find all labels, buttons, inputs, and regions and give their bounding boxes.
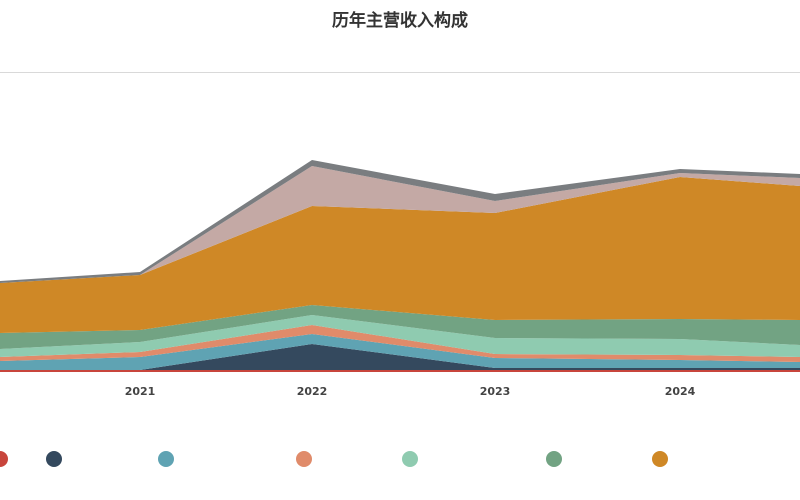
- legend-marker-icon: [0, 451, 8, 467]
- legend-marker-icon: [652, 451, 668, 467]
- title-divider: [0, 72, 800, 73]
- legend-item: [652, 449, 678, 469]
- legend: [0, 449, 800, 469]
- legend-marker-icon: [296, 451, 312, 467]
- area-series-1: [0, 344, 800, 370]
- area-series-5: [0, 305, 800, 349]
- legend-item: [546, 449, 572, 469]
- x-tick-label: 2021: [125, 385, 156, 398]
- chart-title: 历年主营收入构成: [332, 11, 468, 31]
- area-series-6: [0, 177, 800, 333]
- legend-marker-icon: [546, 451, 562, 467]
- area-series-3: [0, 325, 800, 362]
- legend-item: [0, 449, 18, 469]
- area-layers: [0, 160, 800, 372]
- area-series-2: [0, 334, 800, 370]
- x-tick-label: 2024: [665, 385, 696, 398]
- x-axis: 2021 2022 2023 2024: [125, 385, 696, 398]
- x-tick-label: 2023: [480, 385, 511, 398]
- legend-item: [296, 449, 322, 469]
- area-series-8: [0, 160, 800, 283]
- area-series-0: [0, 370, 800, 372]
- legend-item: [46, 449, 72, 469]
- legend-marker-icon: [46, 451, 62, 467]
- area-series-4: [0, 315, 800, 357]
- legend-marker-icon: [402, 451, 418, 467]
- legend-item: [402, 449, 428, 469]
- legend-item: [158, 449, 184, 469]
- legend-marker-icon: [158, 451, 174, 467]
- x-tick-label: 2022: [297, 385, 328, 398]
- area-series-7: [0, 166, 800, 283]
